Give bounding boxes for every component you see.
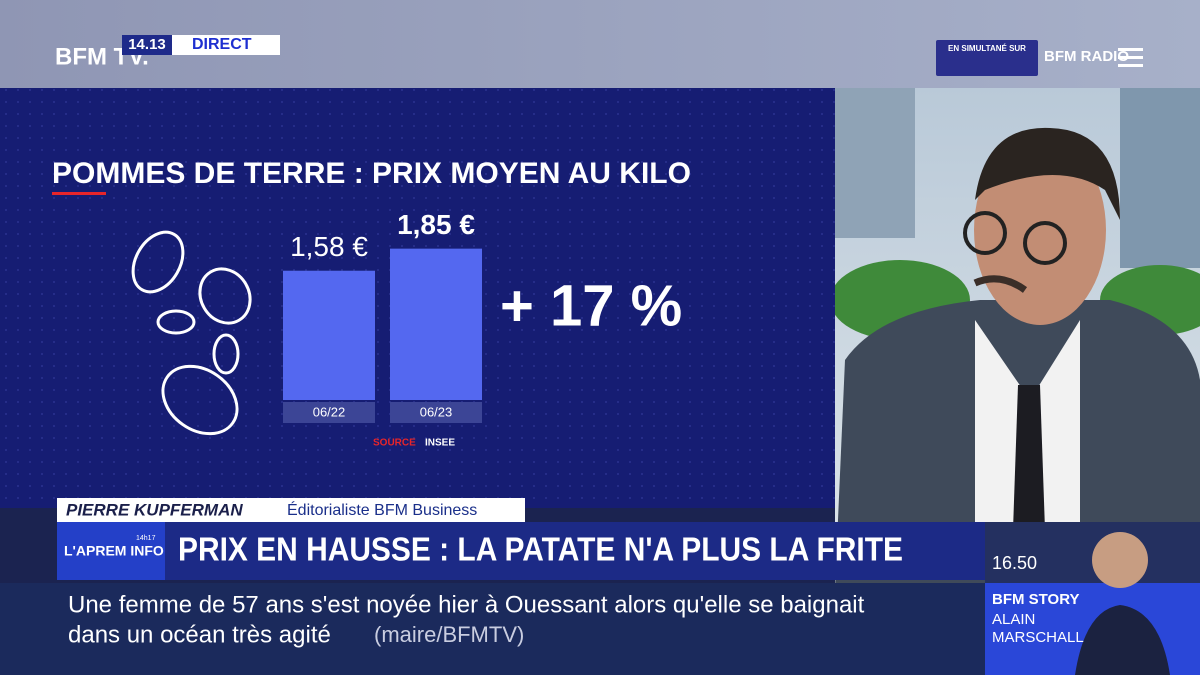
time-bg xyxy=(122,35,172,55)
ticker-source: (maire/BFMTV) xyxy=(374,622,524,647)
category-label: 06/23 xyxy=(420,404,453,419)
source: INSEE xyxy=(425,438,455,449)
tie xyxy=(1013,385,1045,530)
ticker-text: dans un océan très agité xyxy=(68,621,331,648)
next-time: 16.50 xyxy=(992,553,1037,573)
bar xyxy=(390,248,482,400)
show-name: L'APREM INFO xyxy=(64,543,164,559)
category-box xyxy=(390,402,482,423)
next-title: BFM STORY xyxy=(992,591,1080,608)
glasses xyxy=(963,211,1067,265)
change-annotation: + 17 % xyxy=(500,273,682,338)
headline: PRIX EN HAUSSE : LA PATATE N'A PLUS LA F… xyxy=(178,531,903,568)
hair xyxy=(975,127,1120,220)
headline-bar xyxy=(57,522,985,580)
source-label: SOURCE xyxy=(373,438,416,449)
show-logo xyxy=(57,522,165,580)
speaker-role: Éditorialiste BFM Business xyxy=(287,500,477,519)
speaker-name: PIERRE KUPFERMAN xyxy=(66,500,243,519)
simulcast-box xyxy=(936,40,1038,76)
moustache xyxy=(973,275,1028,293)
building xyxy=(835,88,915,238)
menu-icon[interactable] xyxy=(1118,48,1143,67)
value-label: 1,58 € xyxy=(290,231,368,262)
value-label: 1,85 € xyxy=(397,209,475,240)
host-face xyxy=(1092,532,1148,588)
category-label: 06/22 xyxy=(313,404,346,419)
chart-title: POMMES DE TERRE : PRIX MOYEN AU KILO xyxy=(52,157,691,190)
ticker xyxy=(0,583,985,675)
host-suit xyxy=(1075,605,1170,675)
clock: 14.13 xyxy=(128,36,166,53)
radio: BFM RADIO xyxy=(1044,48,1129,65)
potato-icons xyxy=(131,230,252,436)
host-first: ALAIN xyxy=(992,611,1035,628)
building xyxy=(1120,88,1200,268)
title-accent xyxy=(52,192,106,195)
ticker-text: Une femme de 57 ans s'est noyée hier à O… xyxy=(68,591,865,618)
host-last: MARSCHALL xyxy=(992,629,1084,646)
category-box xyxy=(283,402,375,423)
show-time: 14h17 xyxy=(136,535,156,542)
bar-chart: 1,58 € 06/22 1,85 € 06/23 xyxy=(283,209,482,423)
bar xyxy=(283,270,375,400)
live-label: DIRECT xyxy=(192,36,252,53)
simulcast: EN SIMULTANÉ SUR xyxy=(948,44,1026,53)
name-strip xyxy=(57,498,525,522)
